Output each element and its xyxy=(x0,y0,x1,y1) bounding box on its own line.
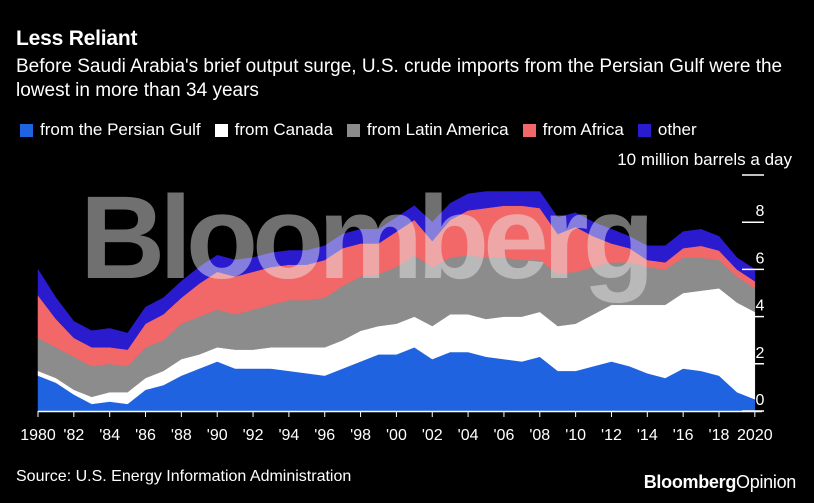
brand-logo: BloombergOpinion xyxy=(643,472,797,493)
x-tick-label: '82 xyxy=(63,427,84,444)
x-tick-label: '88 xyxy=(171,427,192,444)
legend-item-other: other xyxy=(637,120,697,140)
y-tick-label: 4 xyxy=(756,298,765,315)
legend-swatch-canada xyxy=(214,123,228,137)
x-tick-label: '16 xyxy=(673,427,694,444)
brand-logo-part2: Opinion xyxy=(736,472,796,492)
legend-label-africa: from Africa xyxy=(542,120,624,139)
legend-swatch-africa xyxy=(522,123,536,137)
legend: from the Persian Gulf from Canada from L… xyxy=(20,120,711,140)
x-tick-label: 2020 xyxy=(737,427,773,444)
x-tick-label: '18 xyxy=(709,427,730,444)
legend-item-persian-gulf: from the Persian Gulf xyxy=(20,120,201,140)
chart-title: Less Reliant xyxy=(16,27,138,50)
y-tick-label: 2 xyxy=(756,345,765,362)
legend-label-other: other xyxy=(657,120,697,139)
brand-logo-part1: Bloomberg xyxy=(643,472,737,492)
x-tick-label: '90 xyxy=(207,427,228,444)
x-tick-label: '04 xyxy=(458,427,479,444)
x-tick-label: '14 xyxy=(637,427,658,444)
x-tick-label: '84 xyxy=(99,427,120,444)
legend-swatch-persian-gulf xyxy=(20,123,33,137)
legend-swatch-other xyxy=(637,123,651,137)
x-tick-label: '10 xyxy=(565,427,586,444)
area-series-other xyxy=(37,191,756,350)
chart-subtitle: Before Saudi Arabia's brief output surge… xyxy=(16,56,783,101)
x-tick-label: '00 xyxy=(386,427,407,444)
legend-label-persian-gulf: from the Persian Gulf xyxy=(40,120,201,139)
y-tick-label: 8 xyxy=(756,203,765,220)
x-tick-label: '94 xyxy=(278,427,299,444)
legend-label-canada: from Canada xyxy=(234,120,333,139)
x-tick-label: '86 xyxy=(135,427,156,444)
legend-swatch-latin-america xyxy=(346,123,360,137)
x-tick-label: '92 xyxy=(243,427,264,444)
y-axis-unit-label: 10 million barrels a day xyxy=(617,150,792,169)
x-tick-label: 1980 xyxy=(20,427,56,444)
x-tick-label: '98 xyxy=(350,427,371,444)
legend-item-africa: from Africa xyxy=(522,120,624,140)
y-tick-label: 0 xyxy=(756,392,765,409)
legend-item-latin-america: from Latin America xyxy=(346,120,509,140)
x-tick-label: '08 xyxy=(529,427,550,444)
x-tick-label: '02 xyxy=(422,427,443,444)
legend-item-canada: from Canada xyxy=(214,120,333,140)
x-tick-label: '96 xyxy=(314,427,335,444)
x-tick-label: '06 xyxy=(494,427,515,444)
y-tick-label: 6 xyxy=(756,250,765,267)
legend-label-latin-america: from Latin America xyxy=(366,120,509,139)
source-note: Source: U.S. Energy Information Administ… xyxy=(16,468,352,485)
x-tick-label: '12 xyxy=(601,427,622,444)
